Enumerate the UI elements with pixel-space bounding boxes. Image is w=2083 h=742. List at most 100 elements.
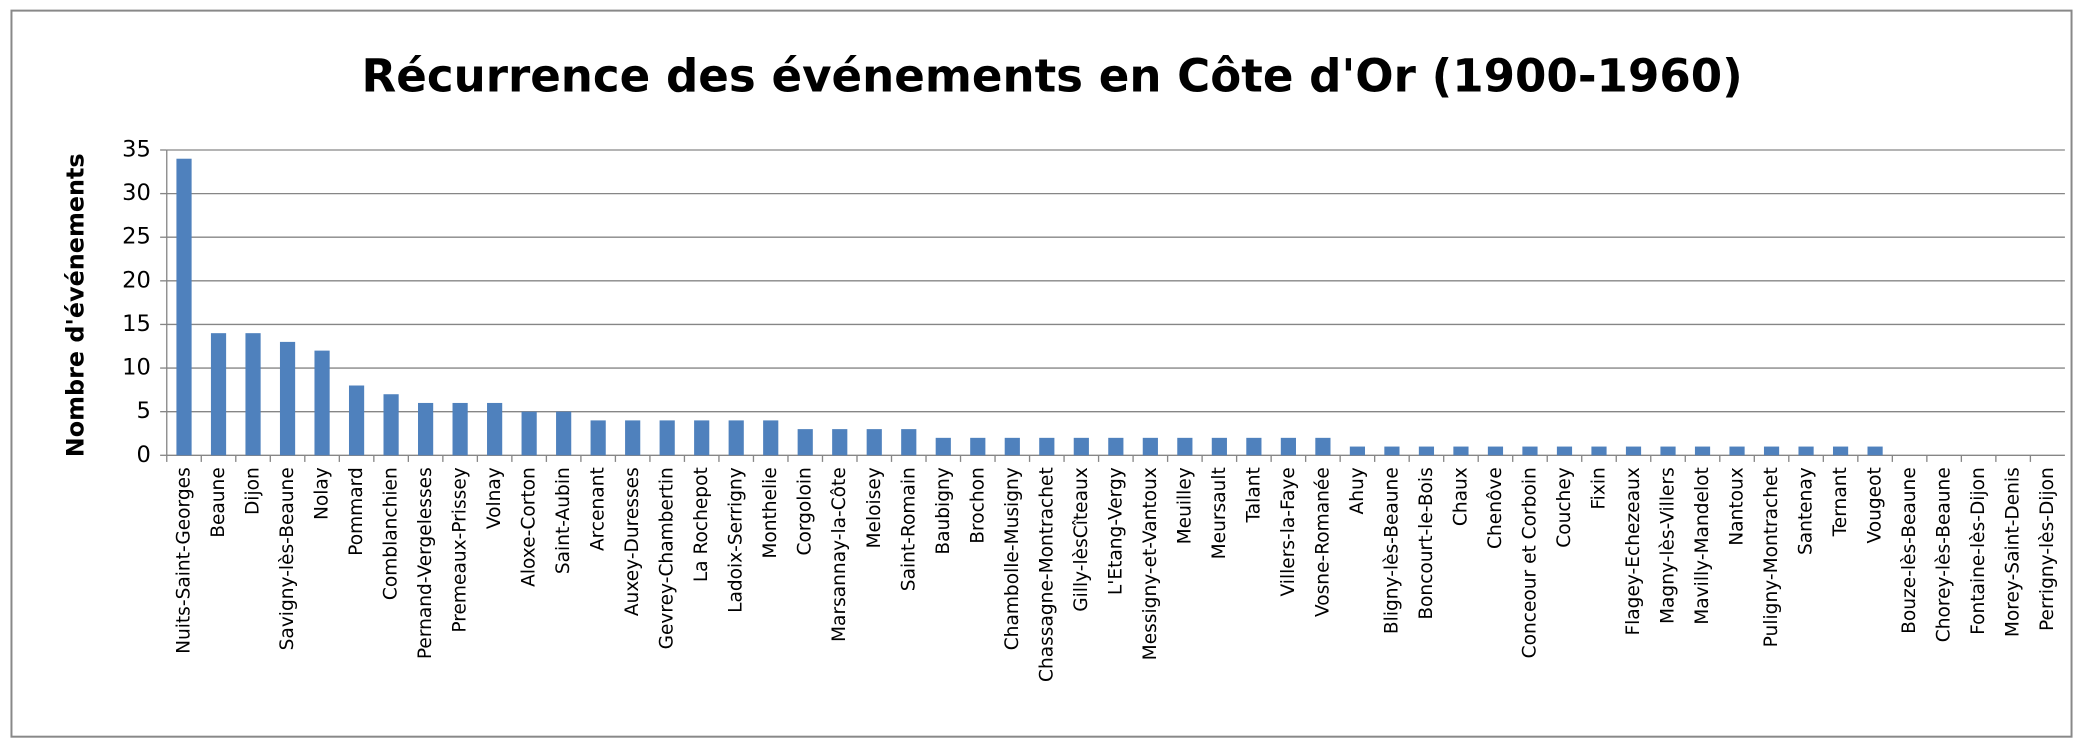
bar: [556, 411, 572, 456]
x-tick-label: Pernand-Vergelesses: [415, 467, 436, 659]
y-tick-label: 20: [122, 267, 151, 293]
x-tick-label: Premeaux-Prissey: [450, 467, 471, 632]
x-tick-label: Meuilley: [1174, 467, 1195, 544]
x-tick-label: Comblanchien: [381, 467, 402, 600]
x-tick-label: Chassagne-Montrachet: [1036, 467, 1057, 682]
x-tick-label: Meursault: [1209, 467, 1230, 559]
bar: [1660, 446, 1676, 456]
x-tick-label: Chaux: [1450, 467, 1471, 526]
x-tick-label: Ladoix-Serrigny: [726, 467, 747, 613]
x-tick-label: Beaune: [208, 467, 229, 538]
x-tick-label: Auxey-Duresses: [622, 467, 643, 616]
bar: [1280, 437, 1296, 456]
y-tick-label: 25: [122, 224, 151, 250]
chart-border: [10, 9, 2073, 738]
x-tick-label: Marsannay-la-Côte: [829, 467, 850, 642]
x-tick-label: Volnay: [484, 467, 505, 529]
x-tick-label: Puligny-Montrachet: [1761, 467, 1782, 647]
x-tick-label: Ternant: [1830, 467, 1851, 537]
y-axis-label: Nombre d'événements: [62, 153, 90, 457]
x-tick-label: Saint-Aubin: [553, 467, 574, 574]
bar: [245, 333, 261, 456]
x-tick-label: Pommard: [346, 467, 367, 556]
bar: [1625, 446, 1642, 456]
bar: [935, 437, 951, 456]
bar: [1004, 437, 1020, 456]
x-tick-label: La Rochepot: [691, 467, 712, 582]
bar: [348, 385, 365, 456]
y-tick-label: 10: [122, 355, 151, 381]
x-tick-label: Talant: [1243, 467, 1264, 523]
bar: [1177, 437, 1193, 456]
bar: [210, 333, 227, 456]
bar: [279, 341, 296, 456]
x-tick-label: Savigny-lès-Beaune: [277, 467, 298, 650]
bar: [1315, 437, 1331, 456]
y-tick-label: 35: [122, 136, 151, 162]
x-tick-label: Corgoloin: [795, 467, 816, 555]
bar: [694, 420, 710, 456]
x-tick-label: Bouze-lès-Beaune: [1899, 467, 1920, 634]
bar: [1211, 437, 1227, 456]
x-tick-label: Saint-Romain: [898, 467, 919, 591]
x-tick-label: Fontaine-lès-Dijon: [1968, 467, 1989, 635]
bar: [1591, 446, 1607, 456]
bar: [832, 429, 848, 456]
bar: [1418, 446, 1435, 456]
bar: [1246, 437, 1262, 456]
bar: [659, 420, 675, 456]
x-tick-label: Aloxe-Corton: [519, 467, 540, 587]
x-tick-label: Flagey-Echezeaux: [1623, 467, 1644, 635]
bar: [1142, 437, 1158, 456]
bar: [797, 429, 813, 456]
bar: [314, 350, 330, 456]
bar: [901, 429, 917, 456]
y-tick-label: 5: [136, 398, 150, 424]
x-tick-label: Chenôve: [1485, 467, 1506, 549]
x-tick-label: Baubigny: [933, 467, 954, 554]
bar: [1384, 446, 1400, 456]
bar: [1108, 437, 1124, 456]
x-tick-label: Vougeot: [1865, 467, 1886, 543]
bar: [487, 402, 503, 456]
x-tick-label: Fixin: [1588, 467, 1609, 509]
x-tick-label: Brochon: [967, 467, 988, 543]
bar: [763, 420, 779, 456]
bar: [1832, 446, 1849, 456]
x-tick-label: Mavilly-Mandelot: [1692, 467, 1713, 625]
x-tick-label: Ahuy: [1347, 467, 1368, 514]
bar: [452, 402, 468, 456]
x-tick-label: Meloisey: [864, 467, 885, 548]
x-tick-label: Villers-la-Faye: [1278, 467, 1299, 596]
bar: [728, 420, 744, 456]
bar: [1556, 446, 1573, 456]
x-tick-label: Gevrey-Chambertin: [657, 467, 678, 649]
bar: [1867, 446, 1883, 456]
bar: [590, 420, 606, 456]
bar: [1522, 446, 1538, 456]
bar: [418, 402, 434, 456]
bar: [625, 420, 641, 456]
x-tick-label: Couchey: [1554, 467, 1575, 548]
bar: [970, 437, 986, 456]
chart-title: Récurrence des événements en Côte d'Or (…: [361, 50, 1742, 103]
bar: [1349, 446, 1366, 456]
x-tick-label: Morey-Saint-Denis: [2003, 467, 2024, 637]
bar: [383, 394, 399, 456]
x-tick-label: Messigny-et-Vantoux: [1140, 467, 1161, 660]
y-tick-label: 0: [136, 442, 150, 468]
x-tick-label: Conceour et Corboin: [1519, 467, 1540, 658]
bar: [521, 411, 537, 456]
x-tick-label: Magny-lès-Villers: [1658, 467, 1679, 624]
bar: [1694, 446, 1711, 456]
bar: [1073, 437, 1089, 456]
bar: [1453, 446, 1469, 456]
x-tick-label: Nolay: [312, 467, 333, 520]
bar: [1798, 446, 1814, 456]
x-tick-label: Gilly-lèsCîteaux: [1071, 467, 1092, 612]
bar: [1763, 446, 1780, 456]
y-tick-label: 30: [122, 180, 151, 206]
x-tick-label: Santenay: [1796, 467, 1817, 555]
y-tick-label: 15: [122, 311, 151, 337]
x-tick-label: Perrigny-lès-Dijon: [2037, 467, 2058, 631]
